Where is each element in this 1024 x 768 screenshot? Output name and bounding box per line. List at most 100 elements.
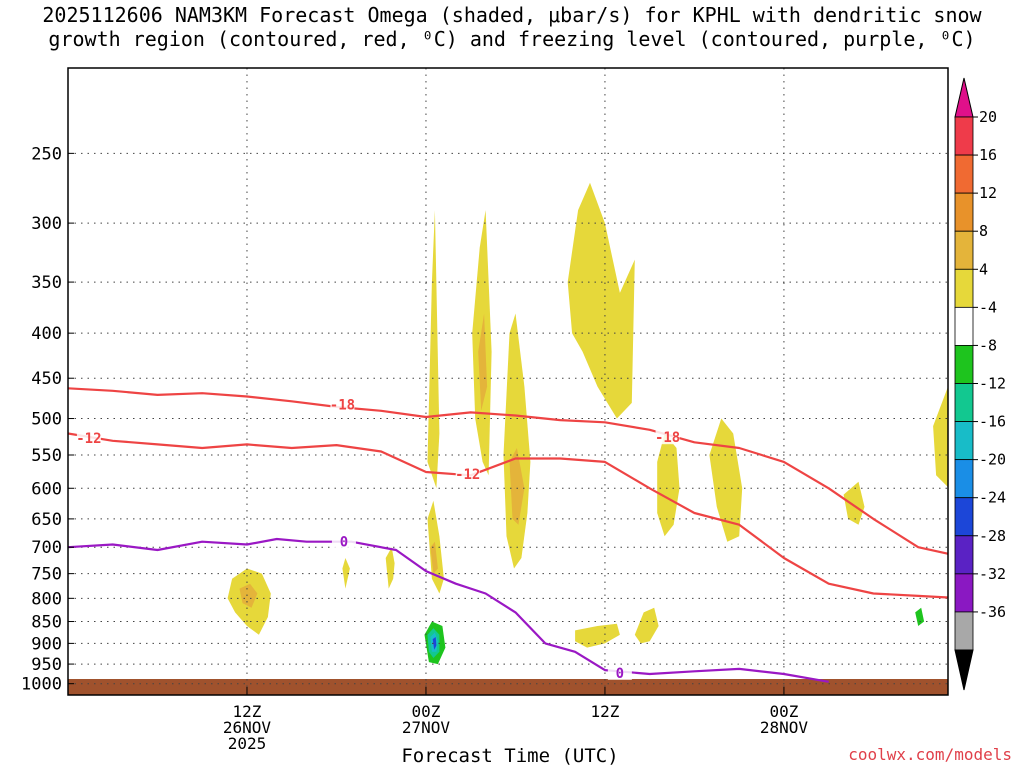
y-tick-label-10: 750 xyxy=(31,565,62,585)
colorbar-label-5: -4 xyxy=(979,298,997,316)
omega-region-6 xyxy=(430,541,438,574)
x-tick-label-0-2: 2025 xyxy=(228,734,267,753)
colorbar-label-7: -12 xyxy=(979,375,1006,393)
contour-line-1 xyxy=(68,432,948,599)
contour-line-0 xyxy=(68,387,948,555)
y-tick-label-15: 1000 xyxy=(21,675,62,695)
y-tick-label-7: 600 xyxy=(31,479,62,499)
y-tick-label-12: 850 xyxy=(31,613,62,633)
contour-line-2 xyxy=(68,537,829,683)
chart-title-line-2: growth region (contoured, red, ⁰C) and f… xyxy=(48,27,976,51)
contour-label-purple_b: 0 xyxy=(616,666,624,682)
colorbar-label-4: 4 xyxy=(979,260,988,278)
colorbar-top-arrow xyxy=(954,77,974,118)
contour-label-red_d: -12 xyxy=(455,467,480,483)
colorbar-label-10: -24 xyxy=(979,489,1006,507)
colorbar-label-0: 20 xyxy=(979,108,997,126)
x-tick-label-3-1: 28NOV xyxy=(760,718,809,737)
colorbar-label-13: -36 xyxy=(979,603,1006,621)
colorbar-label-12: -32 xyxy=(979,565,1006,583)
colorbar-segment-12 xyxy=(954,573,974,613)
x-tick-label-1-1: 27NOV xyxy=(402,718,451,737)
omega-region-3 xyxy=(239,583,258,608)
colorbar-segment-9 xyxy=(954,459,974,499)
omega-region-17 xyxy=(933,386,948,488)
colorbar-label-2: 12 xyxy=(979,184,997,202)
omega-region-20 xyxy=(372,593,386,648)
omega-region-12 xyxy=(575,623,620,648)
y-tick-label-6: 550 xyxy=(31,446,62,466)
omega-region-9 xyxy=(503,313,531,569)
omega-region-21 xyxy=(445,488,459,553)
contour-label-bg-red_b xyxy=(76,429,101,445)
contour-line-3 xyxy=(978,674,1024,684)
x-tick-label-0-0: 12Z xyxy=(233,702,262,721)
y-tick-label-4: 450 xyxy=(31,369,62,389)
colorbar-label-1: 16 xyxy=(979,146,997,164)
x-tick-label-1-0: 00Z xyxy=(412,702,441,721)
contour-label-bg-red_a xyxy=(330,396,355,412)
ground-surface xyxy=(68,679,948,695)
colorbar-label-11: -28 xyxy=(979,527,1006,545)
colorbar-segment-13 xyxy=(954,611,974,651)
colorbar-bottom-arrow xyxy=(954,649,974,691)
x-tick-label-0-1: 26NOV xyxy=(223,718,272,737)
omega-region-18 xyxy=(1005,223,1024,433)
contour-label-purple_a: 0 xyxy=(340,535,348,551)
y-tick-label-0: 250 xyxy=(31,144,62,164)
omega-region-15 xyxy=(634,607,659,644)
colorbar-segment-8 xyxy=(954,421,974,461)
omega-region-30 xyxy=(599,68,605,122)
y-tick-label-11: 800 xyxy=(31,589,62,609)
omega-region-29 xyxy=(915,607,925,626)
colorbar-segment-1 xyxy=(954,154,974,194)
omega-region-4 xyxy=(427,210,440,489)
contour-label-bg-red_d xyxy=(455,465,480,481)
plot-frame xyxy=(67,67,949,696)
omega-region-27 xyxy=(813,574,948,651)
contour-label-red_a: -18 xyxy=(330,398,355,414)
y-tick-label-9: 700 xyxy=(31,538,62,558)
omega-region-1 xyxy=(385,547,395,589)
contour-label-bg-red_c xyxy=(655,429,680,445)
x-tick-label-3-0: 00Z xyxy=(769,702,798,721)
colorbar-label-8: -16 xyxy=(979,413,1006,431)
colorbar-label-9: -20 xyxy=(979,451,1006,469)
colorbar-segment-3 xyxy=(954,230,974,270)
y-tick-label-13: 900 xyxy=(31,634,62,654)
omega-region-14 xyxy=(709,418,743,542)
y-tick-label-3: 400 xyxy=(31,324,62,344)
omega-region-19 xyxy=(173,369,183,448)
colorbar-segment-5 xyxy=(954,306,974,346)
omega-region-26 xyxy=(432,637,437,650)
omega-region-13 xyxy=(657,433,680,537)
contour-label-red_c: -18 xyxy=(655,430,680,446)
omega-region-11 xyxy=(567,182,635,419)
omega-region-8 xyxy=(478,313,488,411)
contour-label-bg-purple_b xyxy=(607,664,632,680)
contour-label-bg-purple_a xyxy=(331,533,356,549)
y-tick-label-5: 500 xyxy=(31,410,62,430)
colorbar-segment-10 xyxy=(954,497,974,537)
omega-region-10 xyxy=(509,448,525,525)
colorbar-segment-7 xyxy=(954,383,974,422)
colorbar-segment-11 xyxy=(954,535,974,575)
y-tick-label-8: 650 xyxy=(31,510,62,530)
y-tick-label-2: 350 xyxy=(31,273,62,293)
y-tick-label-14: 950 xyxy=(31,655,62,675)
omega-region-16 xyxy=(843,481,865,525)
colorbar-segment-0 xyxy=(954,116,974,156)
colorbar-segment-4 xyxy=(954,268,974,308)
x-axis-title: Forecast Time (UTC) xyxy=(401,745,619,767)
colorbar-label-3: 8 xyxy=(979,222,988,240)
colorbar-label-6: -8 xyxy=(979,336,997,354)
y-tick-label-1: 300 xyxy=(31,214,62,234)
colorbar-segment-2 xyxy=(954,192,974,232)
contour-label-red_b: -12 xyxy=(76,431,101,447)
colorbar-segment-6 xyxy=(954,345,974,384)
x-tick-label-2-0: 12Z xyxy=(590,702,619,721)
omega-region-5 xyxy=(427,500,444,594)
omega-region-0 xyxy=(342,558,350,589)
credit-link[interactable]: coolwx.com/models xyxy=(848,745,1012,764)
